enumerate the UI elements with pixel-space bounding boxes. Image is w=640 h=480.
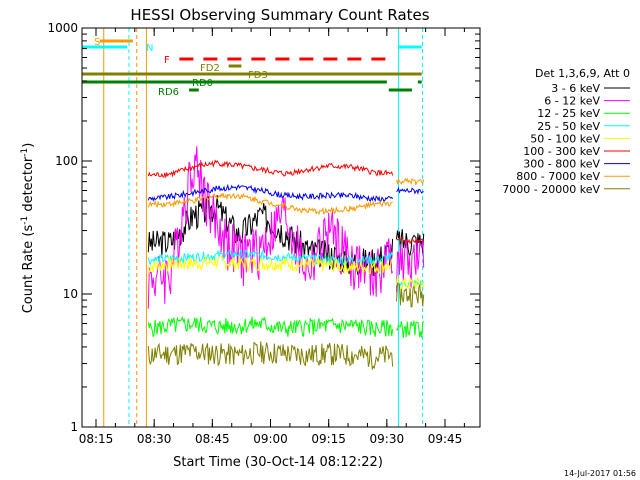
legend-label: 7000 - 20000 keV bbox=[502, 183, 600, 196]
legend-label: 800 - 7000 keV bbox=[516, 170, 600, 183]
y-label-mid: detector bbox=[21, 156, 36, 216]
legend-header: Det 1,3,6,9, Att 0 bbox=[535, 67, 630, 80]
x-axis-label: Start Time (30-Oct-14 08:12:22) bbox=[173, 455, 383, 470]
series-line-post bbox=[396, 276, 425, 291]
legend-label: 25 - 50 keV bbox=[537, 120, 600, 133]
series-line bbox=[147, 192, 393, 216]
series-line-post bbox=[396, 320, 425, 338]
flag-label: N bbox=[146, 43, 153, 54]
series-line-post bbox=[396, 177, 425, 187]
y-tick-label: 1 bbox=[70, 420, 78, 434]
legend-label: 3 - 6 keV bbox=[551, 82, 600, 95]
flag-label: FD2 bbox=[200, 63, 220, 74]
flag-label: F bbox=[164, 55, 170, 66]
y-tick-label: 10 bbox=[63, 287, 78, 301]
x-tick-label: 08:15 bbox=[79, 432, 114, 446]
flag-label: RD0 bbox=[192, 78, 213, 89]
series-line bbox=[147, 159, 394, 179]
series-line bbox=[147, 255, 393, 275]
series-line bbox=[147, 183, 394, 203]
series-line-post bbox=[396, 238, 425, 245]
series-line-post bbox=[396, 283, 425, 308]
legend-label: 12 - 25 keV bbox=[537, 107, 600, 120]
chart-title: HESSI Observing Summary Count Rates bbox=[130, 6, 429, 24]
series-line bbox=[147, 316, 394, 338]
y-label-main: Count Rate (s bbox=[21, 225, 36, 314]
series-line bbox=[147, 341, 394, 371]
flag-label: S bbox=[94, 37, 100, 48]
flag-label: FD3 bbox=[248, 70, 268, 81]
axes: 08:15 08:30 08:45 09:00 09:15 09:30 09:45 1 10 10… bbox=[47, 21, 480, 446]
legend-label: 300 - 800 keV bbox=[523, 158, 600, 171]
x-tick-label: 09:15 bbox=[311, 432, 346, 446]
y-label-sup1: -1 bbox=[20, 216, 30, 225]
legend-label: 50 - 100 keV bbox=[530, 132, 600, 145]
plot-area: S NF FD2 FD3 RD0 RD6 bbox=[82, 28, 425, 427]
x-tick-label: 09:30 bbox=[370, 432, 405, 446]
x-tick-label: 08:30 bbox=[137, 432, 172, 446]
x-tick-label: 09:45 bbox=[428, 432, 463, 446]
legend-label: 100 - 300 keV bbox=[523, 145, 600, 158]
y-tick-label: 100 bbox=[55, 154, 78, 168]
series-line bbox=[147, 146, 394, 309]
timestamp: 14-Jul-2017 01:56 bbox=[564, 469, 636, 478]
x-tick-label: 08:45 bbox=[195, 432, 230, 446]
y-label-sup2: -1 bbox=[20, 148, 30, 157]
y-axis-label: Count Rate (s-1 detector-1) bbox=[20, 143, 36, 314]
x-tick-label: 09:00 bbox=[253, 432, 288, 446]
y-tick-label: 1000 bbox=[47, 21, 78, 35]
series-line-post bbox=[396, 186, 424, 195]
y-label-end: ) bbox=[21, 143, 36, 148]
flag-label: RD6 bbox=[158, 87, 179, 98]
plot-frame bbox=[81, 27, 481, 428]
legend-label: 6 - 12 keV bbox=[544, 95, 600, 108]
series-line-post bbox=[396, 239, 425, 293]
